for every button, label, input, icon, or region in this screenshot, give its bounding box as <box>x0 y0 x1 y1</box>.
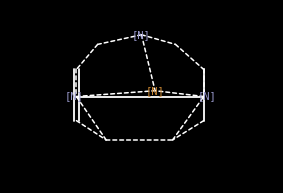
Text: [N]: [N] <box>146 86 164 96</box>
Text: [N]: [N] <box>64 91 83 102</box>
Text: [N]: [N] <box>132 30 151 40</box>
Text: [N]: [N] <box>197 91 216 102</box>
